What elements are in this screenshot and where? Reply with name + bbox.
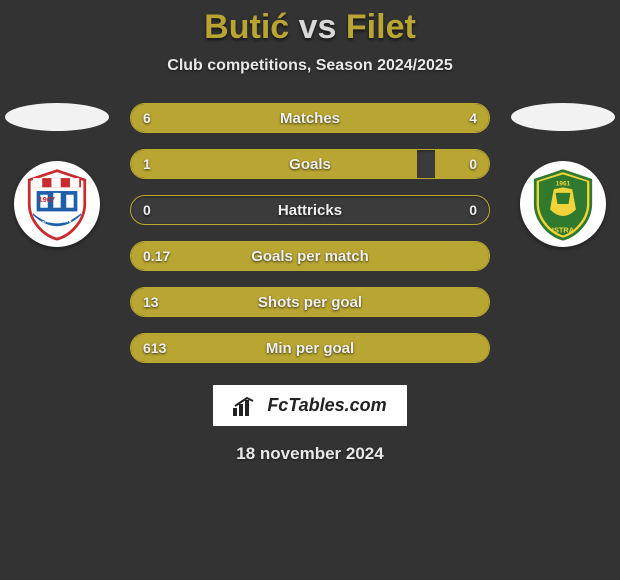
vs-label: vs bbox=[299, 8, 337, 46]
svg-text:ISTRA: ISTRA bbox=[552, 226, 575, 235]
stat-label: Min per goal bbox=[131, 334, 489, 362]
stat-label: Goals per match bbox=[131, 242, 489, 270]
stat-bar: 13Shots per goal bbox=[130, 287, 490, 317]
stat-bar: 64Matches bbox=[130, 103, 490, 133]
stat-bars: 64Matches 10Goals 00Hattricks 0.17Goals per… bbox=[130, 103, 490, 363]
stat-bar: 613Min per goal bbox=[130, 333, 490, 363]
chart-icon bbox=[233, 396, 259, 416]
left-side: 1907 SLAVEN bbox=[2, 97, 112, 247]
left-silhouette bbox=[5, 103, 109, 131]
comparison-card: Butić vs Filet Club competitions, Season… bbox=[0, 0, 620, 580]
svg-text:1907: 1907 bbox=[39, 195, 55, 204]
right-silhouette bbox=[511, 103, 615, 131]
stat-bar: 0.17Goals per match bbox=[130, 241, 490, 271]
svg-text:1961: 1961 bbox=[556, 181, 571, 188]
player-right-name: Filet bbox=[346, 8, 416, 46]
stat-label: Matches bbox=[131, 104, 489, 132]
stat-bar: 10Goals bbox=[130, 149, 490, 179]
brand-text: FcTables.com bbox=[267, 395, 386, 416]
slaven-badge-icon: 1907 SLAVEN bbox=[20, 167, 94, 241]
stat-bar: 00Hattricks bbox=[130, 195, 490, 225]
player-left-name: Butić bbox=[204, 8, 289, 46]
main-row: 1907 SLAVEN 64Matches 10Goals 00Hattricks 0… bbox=[0, 97, 620, 363]
date-label: 18 november 2024 bbox=[236, 444, 383, 464]
right-club-badge: 1961 ISTRA bbox=[520, 161, 606, 247]
istra-badge-icon: 1961 ISTRA bbox=[526, 167, 600, 241]
stat-label: Goals bbox=[131, 150, 489, 178]
brand-watermark: FcTables.com bbox=[213, 385, 406, 426]
left-club-badge: 1907 SLAVEN bbox=[14, 161, 100, 247]
subtitle: Club competitions, Season 2024/2025 bbox=[167, 57, 452, 75]
svg-text:SLAVEN: SLAVEN bbox=[42, 216, 72, 225]
stat-label: Shots per goal bbox=[131, 288, 489, 316]
right-side: 1961 ISTRA bbox=[508, 97, 618, 247]
page-title: Butić vs Filet bbox=[204, 8, 416, 47]
stat-label: Hattricks bbox=[131, 196, 489, 224]
